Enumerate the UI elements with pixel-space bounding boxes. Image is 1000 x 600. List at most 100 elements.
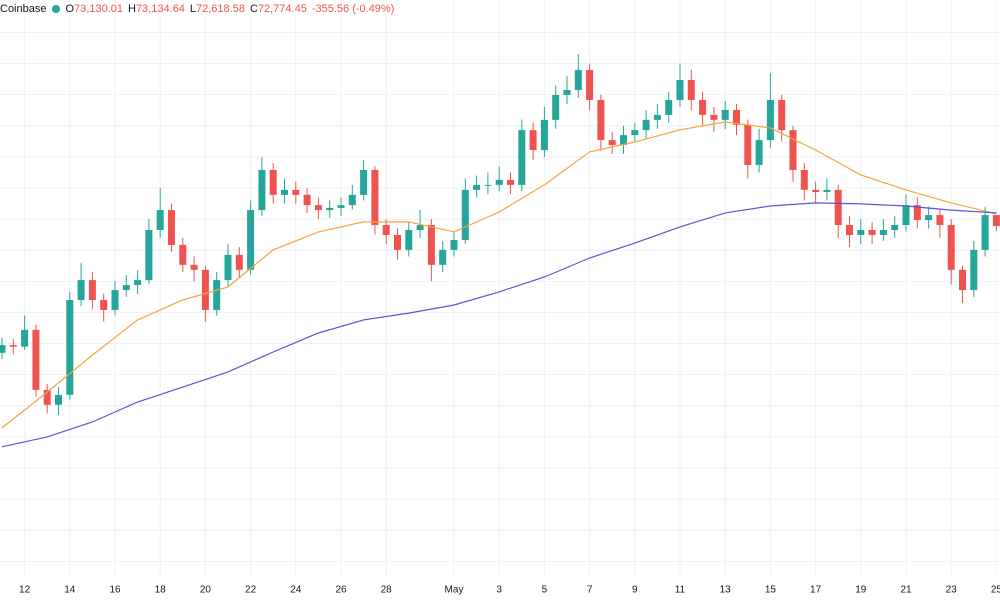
candle-body [156, 210, 164, 230]
candle-body [235, 254, 243, 270]
x-tick-label: 24 [290, 585, 302, 596]
candle-body [846, 225, 853, 235]
candle-body [676, 80, 684, 100]
candle-body [21, 329, 29, 347]
open-key: O [65, 3, 75, 15]
low-value: 72,618.58 [196, 3, 245, 15]
candle-body [495, 179, 503, 185]
candle-body [744, 124, 752, 165]
candle-body [789, 130, 797, 170]
candle-body [586, 70, 594, 100]
candle-body [812, 189, 820, 193]
candle-body [766, 99, 774, 141]
candle-body [337, 205, 345, 208]
low-key: L [189, 3, 196, 15]
candle-body [778, 99, 786, 131]
exchange: Coinbase [0, 3, 47, 15]
x-tick-label: 16 [109, 585, 121, 596]
x-tick-label: 5 [542, 585, 548, 596]
candle-body [88, 280, 96, 300]
candle-body [405, 230, 413, 250]
candle-body [665, 99, 673, 115]
candle-body [66, 300, 74, 395]
candle-body [597, 99, 605, 141]
candle-body [552, 94, 560, 120]
candle-body [699, 99, 707, 115]
candle-body [574, 70, 582, 90]
candle-body [382, 225, 390, 235]
close-value: 72,774.45 [257, 3, 307, 15]
candle-body [145, 230, 153, 281]
candle-body [563, 90, 571, 95]
candle-body [823, 189, 831, 193]
x-tick-label: 13 [720, 585, 732, 596]
candle-body [292, 189, 300, 195]
high-key: H [127, 3, 136, 15]
candle-body [348, 194, 356, 206]
candle-body [394, 234, 401, 250]
candle-body [540, 119, 548, 151]
candle-body [461, 189, 469, 240]
candle-body [642, 119, 650, 131]
candle-body [0, 345, 6, 353]
candle-body [879, 230, 887, 235]
status-dot [52, 5, 61, 13]
candle-body [281, 189, 288, 195]
candle-body [710, 114, 718, 120]
candle-body [687, 80, 695, 100]
candle-body [247, 210, 255, 270]
candle-body [134, 280, 142, 286]
candle-body [314, 205, 322, 211]
moving-average-line [1, 202, 997, 448]
candle-body [936, 215, 944, 226]
candle-body [925, 215, 933, 221]
candle-body [32, 329, 40, 390]
candle-body [100, 300, 108, 310]
x-tick-label: 25 [991, 585, 1000, 596]
candle-body [439, 249, 447, 265]
candle-body [43, 389, 51, 405]
candle-body [213, 280, 221, 310]
candle-body [992, 215, 1000, 227]
candle-body [360, 169, 368, 195]
candle-body [733, 109, 740, 125]
x-tick-label: 15 [765, 585, 777, 596]
x-tick-label: 20 [200, 585, 212, 596]
candle-body [9, 345, 17, 347]
candle-body [913, 205, 921, 221]
x-tick-label: 19 [855, 585, 867, 596]
candle-body [653, 114, 661, 120]
candle-body [947, 225, 955, 270]
candle-body [608, 140, 616, 146]
x-tick-label: 9 [632, 585, 638, 596]
candle-body [224, 254, 232, 281]
candle-body [269, 169, 277, 195]
candle-body [122, 285, 130, 291]
candle-body [755, 140, 763, 165]
x-tick-label: 18 [155, 585, 167, 596]
candle-body [620, 135, 627, 146]
candle-body [970, 249, 978, 291]
candle-body [891, 225, 899, 230]
x-tick-label: 26 [335, 585, 347, 596]
candle-body [473, 184, 481, 190]
candle-body [959, 269, 966, 291]
high-value: 73,134.64 [135, 3, 185, 15]
candle-body [168, 210, 175, 245]
candle-body [427, 225, 435, 265]
candle-body [416, 225, 424, 230]
x-tick-label: 7 [587, 585, 593, 596]
x-tick-label: 11 [675, 585, 686, 596]
x-tick-label: 14 [64, 585, 76, 596]
x-tick-label: 17 [810, 585, 822, 596]
candle-body [981, 215, 989, 250]
candle-body [450, 239, 458, 250]
close-key: C [249, 3, 258, 15]
candle-body [77, 280, 85, 300]
candle-body [800, 169, 808, 190]
candle-body [326, 207, 334, 211]
candle-body [902, 205, 910, 226]
moving-average-line [1, 121, 997, 429]
x-tick-label: May [445, 585, 464, 596]
candle-body [484, 184, 492, 186]
